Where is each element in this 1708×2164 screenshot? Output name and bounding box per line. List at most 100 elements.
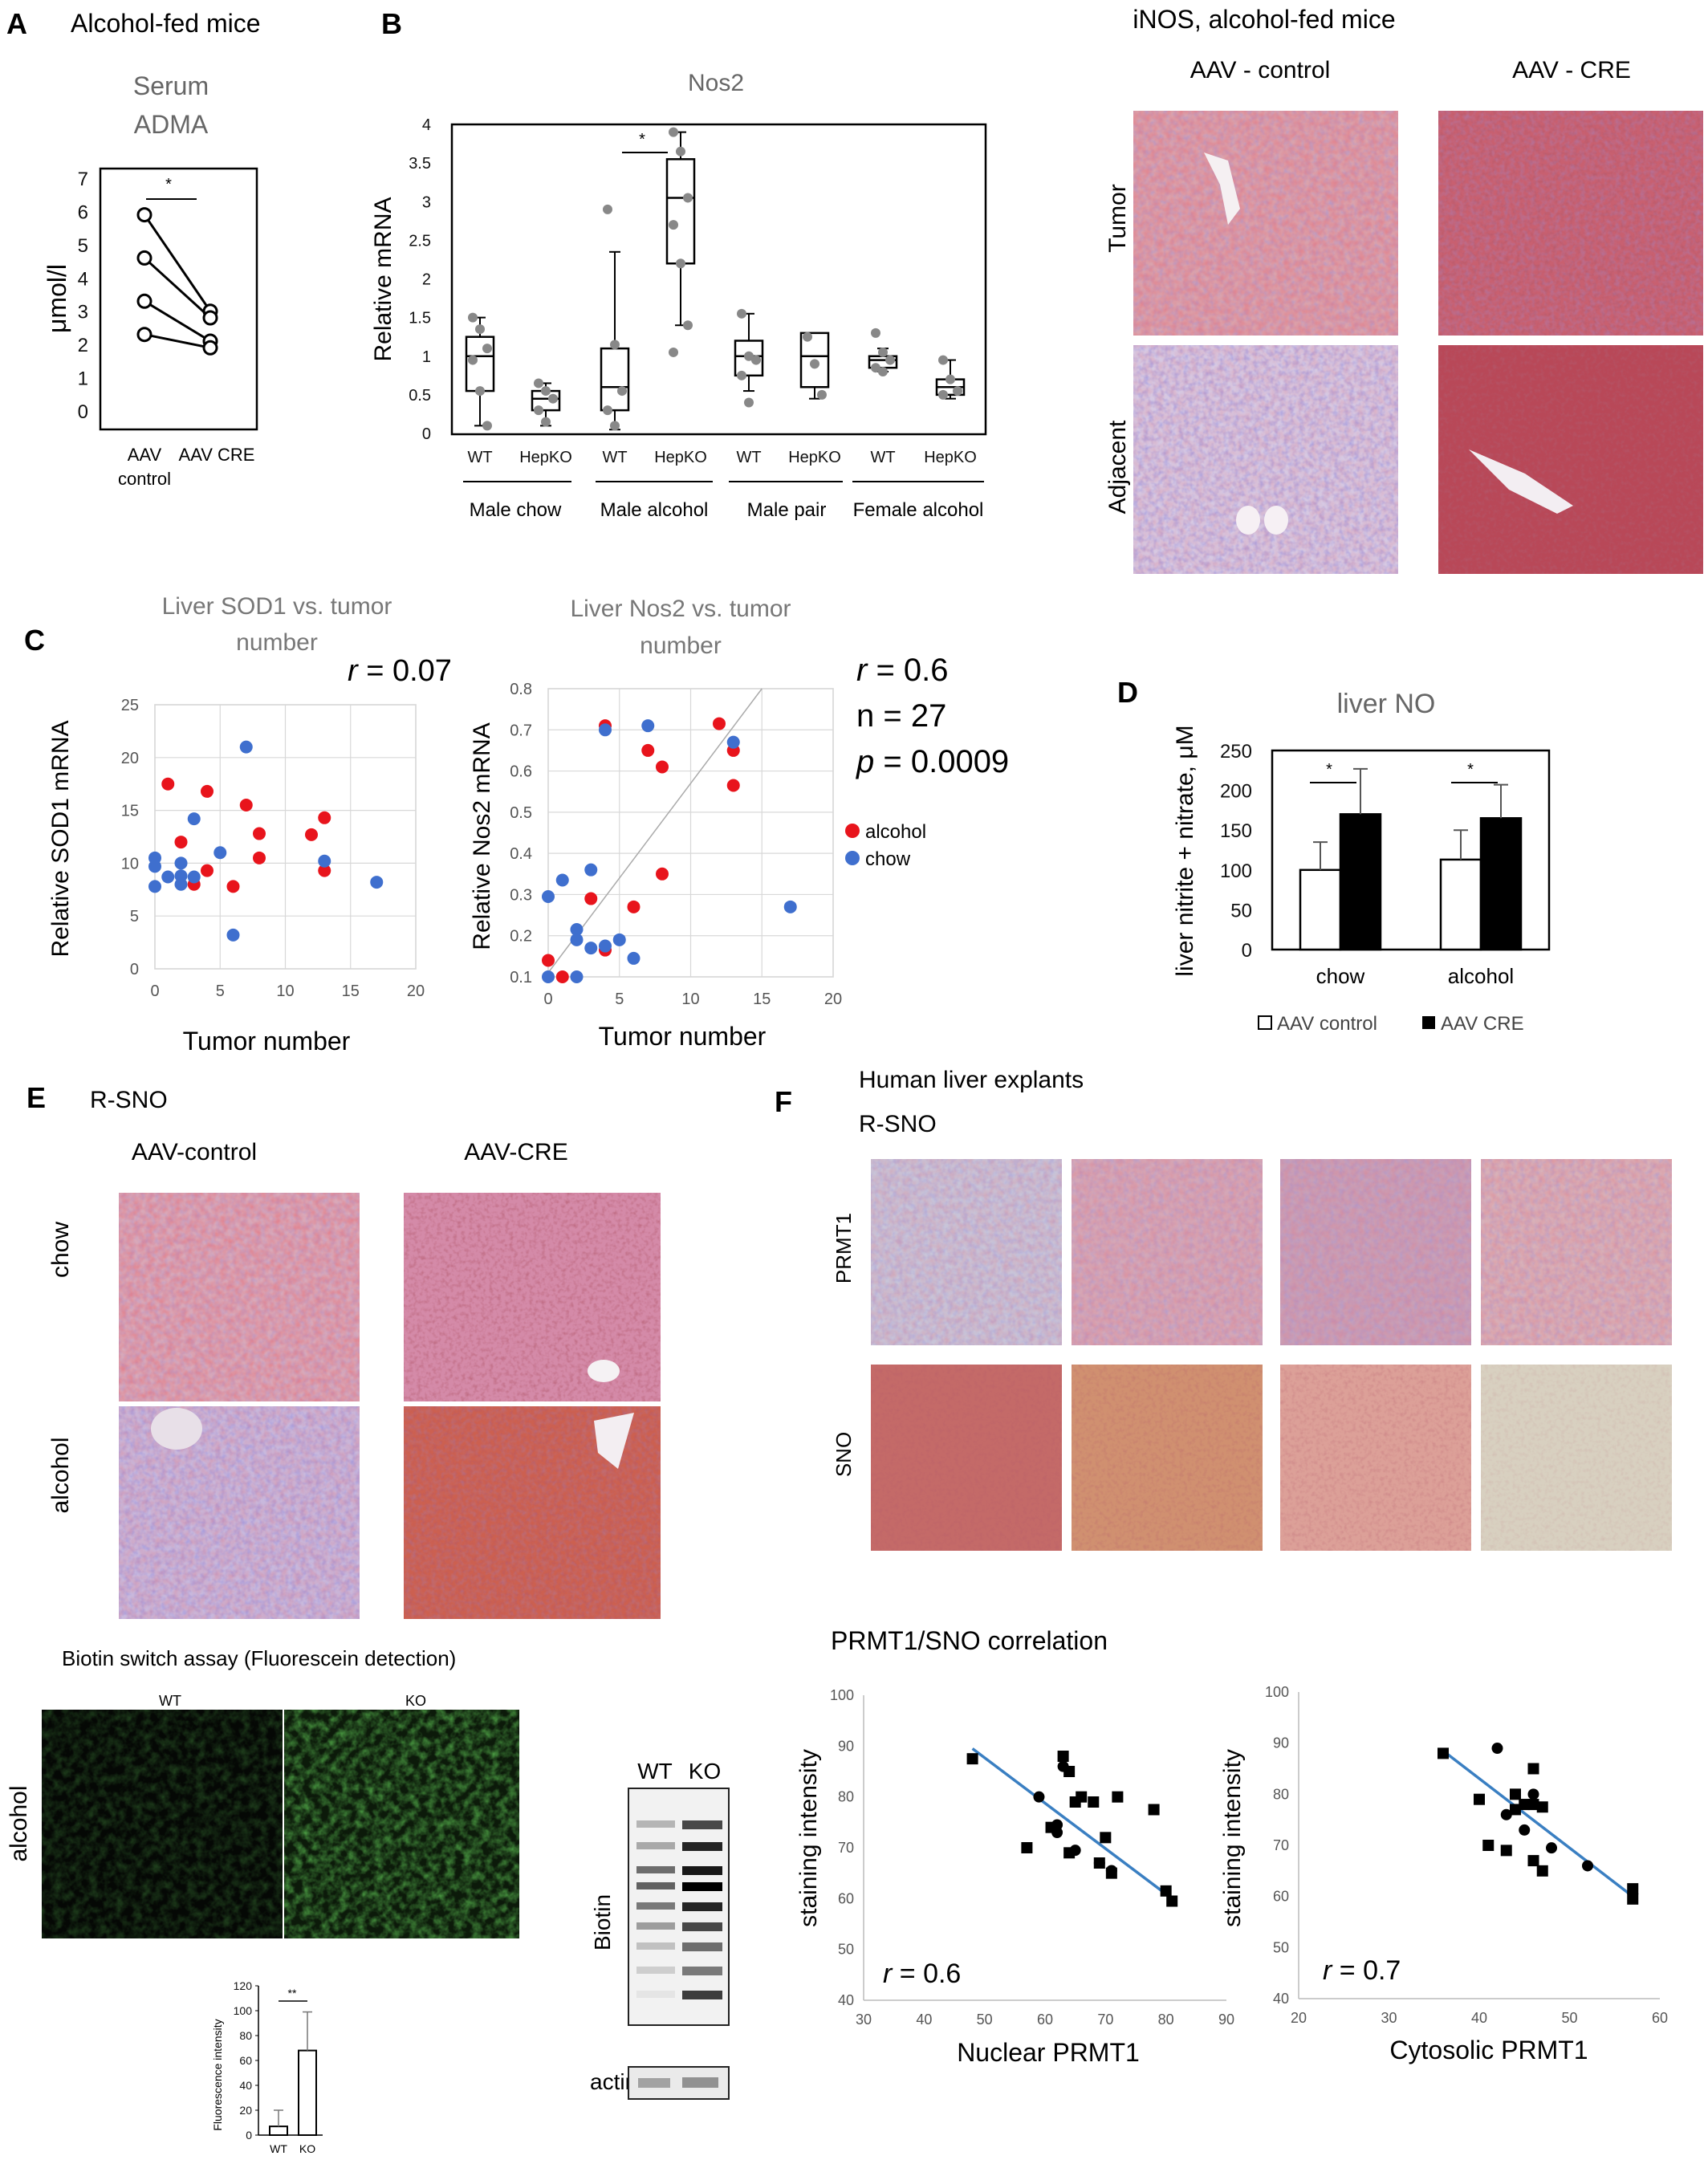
nos2-title: Nos2 xyxy=(688,70,744,96)
mini-ytick-label: 120 xyxy=(234,1979,253,1992)
legend-chow-label: chow xyxy=(865,848,911,870)
nos2scatter-point-alcohol xyxy=(656,760,669,774)
corr-left-point-square xyxy=(1088,1796,1100,1808)
corr-left-xtick-label: 80 xyxy=(1158,2011,1174,2028)
legend-control-label: AAV control xyxy=(1277,1013,1377,1035)
fluor-wt-label: WT xyxy=(159,1693,181,1709)
adma-sig-star: * xyxy=(165,176,172,193)
liverno-bar-cre xyxy=(1479,817,1523,951)
corr-right-point-square xyxy=(1438,1747,1449,1759)
blot-wt-label: WT xyxy=(637,1759,673,1784)
sod1-point-alcohol xyxy=(174,836,188,849)
nos2-data-point xyxy=(737,370,746,380)
legend-alcohol-label: alcohol xyxy=(865,821,926,843)
panel-letter-f: F xyxy=(775,1085,792,1118)
fluor-image-ko xyxy=(284,1710,519,1938)
prmt1-tile-texture xyxy=(1280,1159,1471,1345)
nos2-yticks: 0 0.5 1 1.5 2 2.5 3 3.5 4 xyxy=(409,116,431,443)
nos2-xtick-label: WT xyxy=(602,449,627,466)
panel-inos: iNOS, alcohol-fed mice AAV - control AAV… xyxy=(1104,5,1703,574)
rsno-image-alcohol-cre xyxy=(404,1406,661,1619)
sod1-ytick-label: 20 xyxy=(121,750,139,767)
nos2-data-point xyxy=(669,127,678,137)
nos2-box xyxy=(665,158,696,265)
nos2-ytick-label: 1 xyxy=(422,348,431,366)
corr-right-r: r = 0.7 xyxy=(1323,1955,1401,1986)
corr-left-point-circle xyxy=(1051,1819,1063,1831)
rsno-image-alcohol-control xyxy=(119,1406,360,1619)
sno-tile-texture xyxy=(1072,1365,1263,1551)
nos2scatter-ytick-label: 0.4 xyxy=(510,845,532,863)
nos2-data-point xyxy=(669,347,678,357)
panel-d: D liver NO liver nitrite + nitrate, μM 0… xyxy=(1117,676,1551,1035)
panel-f: F Human liver explants R-SNO PRMT1 SNO P… xyxy=(775,1067,1672,2067)
sod1-point-alcohol xyxy=(201,784,214,798)
sod1-r: r = 0.07 xyxy=(348,654,452,688)
liverno-title: liver NO xyxy=(1337,689,1436,719)
sod1-point-alcohol xyxy=(161,777,175,791)
mini-yticks: 0 20 40 60 80 100 120 xyxy=(234,1979,258,2142)
explants-row-prmt1: PRMT1 xyxy=(832,1213,856,1283)
blot-band-wt xyxy=(636,1942,675,1950)
group-label-female-alcohol: Female alcohol xyxy=(853,499,984,521)
nos2-data-point xyxy=(482,344,492,354)
nos2scatter-ylabel: Relative Nos2 mRNA xyxy=(469,722,495,950)
corr-left-xtick-label: 60 xyxy=(1037,2011,1053,2028)
corr-left-r: r = 0.6 xyxy=(883,1959,961,1989)
sod1-point-alcohol xyxy=(226,880,240,893)
corr-right-xtick-label: 20 xyxy=(1291,2010,1307,2026)
blot-band-wt xyxy=(636,1902,675,1910)
adma-ytick-label: 4 xyxy=(78,268,88,290)
corr-left-ytick-label: 40 xyxy=(838,1992,854,2008)
corr-right-point-square xyxy=(1536,1801,1548,1813)
nos2-data-point xyxy=(683,193,693,203)
sod1-point-alcohol xyxy=(318,811,331,824)
nos2-xtick-label: HepKO xyxy=(924,449,977,466)
nos2-data-point xyxy=(938,389,948,400)
sod1-point-chow xyxy=(318,854,331,868)
inos-row-adjacent: Adjacent xyxy=(1104,420,1131,514)
nos2scatter-title-line1: Liver Nos2 vs. tumor xyxy=(570,596,791,622)
nos2-box xyxy=(799,332,830,388)
nos2scatter-point-chow xyxy=(627,951,640,965)
adma-series xyxy=(136,207,218,356)
nos2-data-point xyxy=(534,378,543,388)
nos2-data-point xyxy=(468,355,478,365)
liverno-sig-star-alcohol: * xyxy=(1467,761,1474,779)
group-label-male-pair: Male pair xyxy=(747,499,827,521)
corr-right-point-circle xyxy=(1546,1842,1557,1854)
nos2-ytick-label: 3 xyxy=(422,193,431,211)
nos2-data-point xyxy=(751,355,761,365)
corr-right-ticks: 40 50 60 70 80 90 100 20 30 40 50 60 xyxy=(1265,1684,1668,2026)
nos2-data-point xyxy=(475,386,485,397)
nos2-data-point xyxy=(541,417,551,427)
liverno-xlabel-chow: chow xyxy=(1316,964,1365,988)
sod1-point-chow xyxy=(370,876,384,889)
corr-right-ytick-label: 60 xyxy=(1273,1889,1289,1905)
nos2scatter-point-chow xyxy=(555,873,569,887)
nos2-data-point xyxy=(676,258,685,269)
sod1-point-alcohol xyxy=(253,851,266,864)
inos-col-control: AAV - control xyxy=(1190,57,1331,83)
sod1-title-line2: number xyxy=(236,629,318,656)
adma-ylabel: μmol/l xyxy=(43,264,71,333)
sod1-ytick-label: 15 xyxy=(121,803,139,820)
nos2-xtick-label: HepKO xyxy=(788,449,841,466)
mini-bar xyxy=(269,2125,288,2136)
corr-right-point-square xyxy=(1527,1763,1539,1775)
nos2-xtick-label: HepKO xyxy=(654,449,707,466)
corr-right-point-square xyxy=(1536,1865,1548,1877)
corr-left-point-square xyxy=(1100,1832,1112,1844)
inos-image-tumor-control xyxy=(1133,111,1398,336)
nos2-xlabels: WT HepKO WT HepKO WT HepKO WT HepKO xyxy=(467,449,976,466)
adma-pair-line xyxy=(144,333,211,349)
nos2-data-point xyxy=(744,397,754,408)
corr-right-point-square xyxy=(1510,1804,1521,1816)
adma-ytick-label: 1 xyxy=(78,368,88,390)
corr-left-point-square xyxy=(966,1753,978,1765)
prmt1-tile-texture xyxy=(1481,1159,1672,1345)
fluor-ko-label: KO xyxy=(405,1693,426,1709)
nos2scatter-point-chow xyxy=(726,735,740,749)
blot-band-wt xyxy=(636,1842,675,1849)
